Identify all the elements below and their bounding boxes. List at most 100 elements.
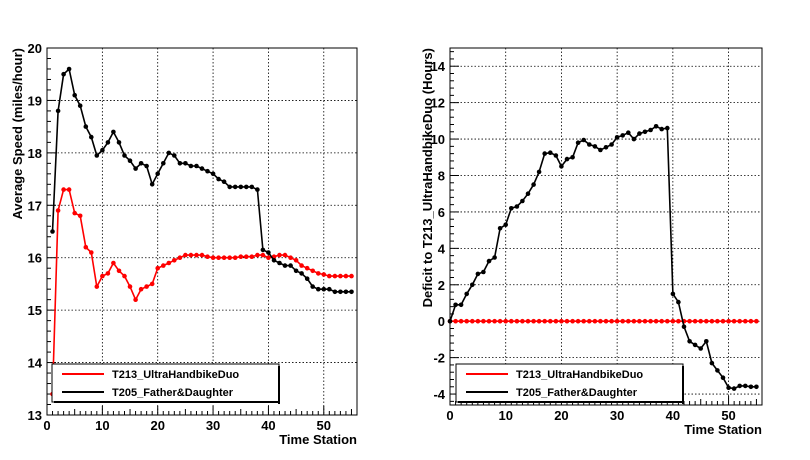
data-point <box>614 318 620 324</box>
data-point <box>288 263 293 268</box>
data-point <box>548 318 553 324</box>
data-point <box>620 318 625 324</box>
data-point <box>631 136 637 142</box>
data-point <box>293 258 299 263</box>
y-tick-label: 19 <box>28 93 42 108</box>
data-point <box>481 269 486 275</box>
data-point <box>77 213 83 219</box>
data-point <box>304 276 310 282</box>
data-point <box>603 318 609 324</box>
data-point <box>692 318 698 324</box>
data-point <box>138 161 144 166</box>
x-tick-label: 20 <box>150 418 164 433</box>
data-point <box>536 169 542 175</box>
data-point <box>614 135 620 140</box>
data-point <box>587 142 592 147</box>
legend: T213_UltraHandbikeDuo T205_Father&Daughte… <box>51 363 280 404</box>
data-point <box>138 286 144 292</box>
data-point <box>172 153 177 158</box>
data-point <box>631 318 637 324</box>
x-tick-label: 10 <box>95 418 109 433</box>
data-point <box>648 318 653 324</box>
data-point <box>748 384 754 390</box>
data-point <box>598 147 603 153</box>
x-tick-label: 50 <box>721 408 735 423</box>
data-point <box>288 255 293 260</box>
y-tick-label: 6 <box>438 205 445 220</box>
data-point <box>349 273 354 279</box>
x-tick-label: 50 <box>317 418 331 433</box>
data-point <box>553 153 559 158</box>
data-point <box>255 252 260 258</box>
data-point <box>332 289 338 295</box>
data-point <box>133 297 138 303</box>
data-point <box>575 318 581 324</box>
data-point <box>327 286 332 292</box>
data-point <box>227 255 232 260</box>
data-point <box>343 289 349 295</box>
data-point <box>542 151 547 156</box>
y-axis-label: Deficit to T213_UltraHandbikeDuo (Hours) <box>420 48 435 307</box>
data-point <box>216 176 221 182</box>
data-point <box>199 166 205 171</box>
data-point <box>122 273 127 279</box>
legend-label: T205_Father&Daughter <box>516 387 638 399</box>
data-point <box>77 103 83 108</box>
data-point <box>172 258 177 263</box>
legend-box <box>51 363 280 403</box>
data-point <box>659 126 664 132</box>
data-point <box>260 252 266 258</box>
data-point <box>520 318 525 324</box>
data-point <box>665 125 670 131</box>
data-point <box>61 187 66 192</box>
y-tick-label: 15 <box>28 303 42 318</box>
data-point <box>221 255 227 260</box>
plot-frame <box>449 47 763 406</box>
data-point <box>497 318 503 324</box>
y-tick-label: 10 <box>431 132 445 147</box>
data-point <box>559 318 564 324</box>
data-point <box>453 302 458 308</box>
data-point <box>232 255 238 260</box>
data-point <box>266 250 271 255</box>
data-point <box>293 268 299 274</box>
data-point <box>282 252 288 258</box>
data-point <box>653 124 659 129</box>
data-point <box>475 271 481 277</box>
data-point <box>166 150 172 156</box>
y-tick-label: 2 <box>438 278 445 293</box>
data-point <box>603 145 609 150</box>
x-tick-label: 40 <box>666 408 680 423</box>
data-point <box>492 318 497 324</box>
data-point <box>754 384 759 390</box>
data-point <box>72 92 77 98</box>
data-point <box>89 134 94 140</box>
data-point <box>509 318 514 324</box>
data-point <box>637 131 642 136</box>
data-point <box>271 258 277 263</box>
data-point <box>277 260 282 266</box>
series-0 <box>50 187 354 397</box>
data-point <box>481 318 486 324</box>
data-point <box>687 318 692 324</box>
data-point <box>475 318 481 324</box>
data-point <box>581 137 586 143</box>
data-point <box>221 179 227 184</box>
y-tick-label: 12 <box>431 96 445 111</box>
data-point <box>642 318 648 324</box>
data-point <box>343 273 349 279</box>
data-point <box>726 385 731 391</box>
data-point <box>282 263 288 268</box>
data-point <box>486 318 492 324</box>
data-point <box>609 142 614 147</box>
data-point <box>238 254 244 259</box>
data-point <box>144 284 149 289</box>
data-point <box>570 318 575 324</box>
data-point <box>720 375 726 381</box>
data-point <box>698 346 703 351</box>
data-point <box>648 127 653 133</box>
data-point <box>260 247 266 253</box>
series-0 <box>447 318 759 324</box>
data-point <box>676 299 681 305</box>
data-point <box>232 184 238 190</box>
